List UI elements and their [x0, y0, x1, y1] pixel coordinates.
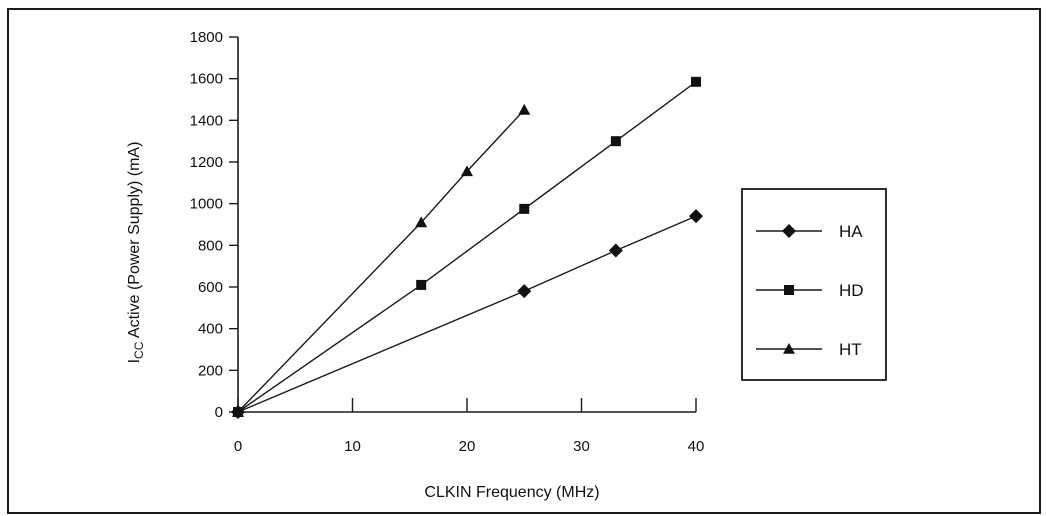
- y-tick-label: 1000: [190, 196, 223, 213]
- legend: HA HD HT: [741, 188, 887, 381]
- chart-frame: [7, 8, 1041, 514]
- y-tick-label: 1400: [190, 112, 223, 129]
- series-ht-point: [461, 165, 473, 177]
- y-tick-label: 400: [198, 321, 223, 338]
- series-ht-line: [237, 109, 525, 413]
- y-tick-label: 600: [198, 279, 223, 296]
- series-ha-point: [689, 209, 703, 224]
- legend-label-hd: HD: [839, 281, 864, 300]
- series-hd-point: [610, 136, 621, 147]
- series-ha-point: [608, 243, 623, 258]
- series-hd-point: [691, 76, 701, 87]
- y-axis-title-main: I: [126, 359, 143, 363]
- y-tick-label: 1600: [190, 71, 223, 88]
- x-tick-label: 30: [573, 438, 590, 455]
- series-ht-point: [232, 406, 244, 417]
- series-hd-line: [237, 81, 697, 413]
- y-tick-label: 0: [215, 404, 223, 421]
- legend-label-ha: HA: [839, 222, 863, 241]
- legend-marker-hd: [784, 285, 794, 295]
- x-axis-title: CLKIN Frequency (MHz): [424, 484, 599, 501]
- series-ha-point: [517, 284, 532, 299]
- legend-marker-ht: [783, 343, 795, 354]
- x-tick-label: 10: [344, 438, 361, 455]
- x-tick-label: 20: [459, 438, 476, 455]
- legend-box: [741, 188, 887, 381]
- series-hd-point: [416, 279, 427, 290]
- legend-marker-ha: [782, 224, 796, 238]
- series-ht-point: [415, 216, 428, 228]
- axes: 0 200 400 600 800 1000 1200 1400 1600 1800 0 10 20 30…: [190, 29, 705, 455]
- series-ha-line: [237, 215, 697, 413]
- x-tick-label: 40: [688, 438, 705, 455]
- series-hd-point: [519, 203, 530, 214]
- series-hd: [233, 76, 701, 417]
- y-axis-title-subscript: CC: [132, 341, 146, 359]
- x-tick-label: 0: [234, 438, 242, 455]
- y-axis-title: ICC Active (Power Supply) (mA): [126, 142, 146, 364]
- y-tick-label: 800: [198, 237, 223, 254]
- y-axis-title-rest: Active (Power Supply) (mA): [126, 142, 143, 342]
- series-ht: [232, 103, 531, 417]
- legend-label-ht: HT: [839, 340, 862, 359]
- y-tick-label: 1200: [190, 154, 223, 171]
- series-ht-point: [518, 103, 531, 115]
- series-group: [231, 76, 703, 419]
- y-tick-label: 1800: [190, 29, 223, 46]
- y-tick-label: 200: [198, 362, 223, 379]
- series-ha: [231, 209, 703, 419]
